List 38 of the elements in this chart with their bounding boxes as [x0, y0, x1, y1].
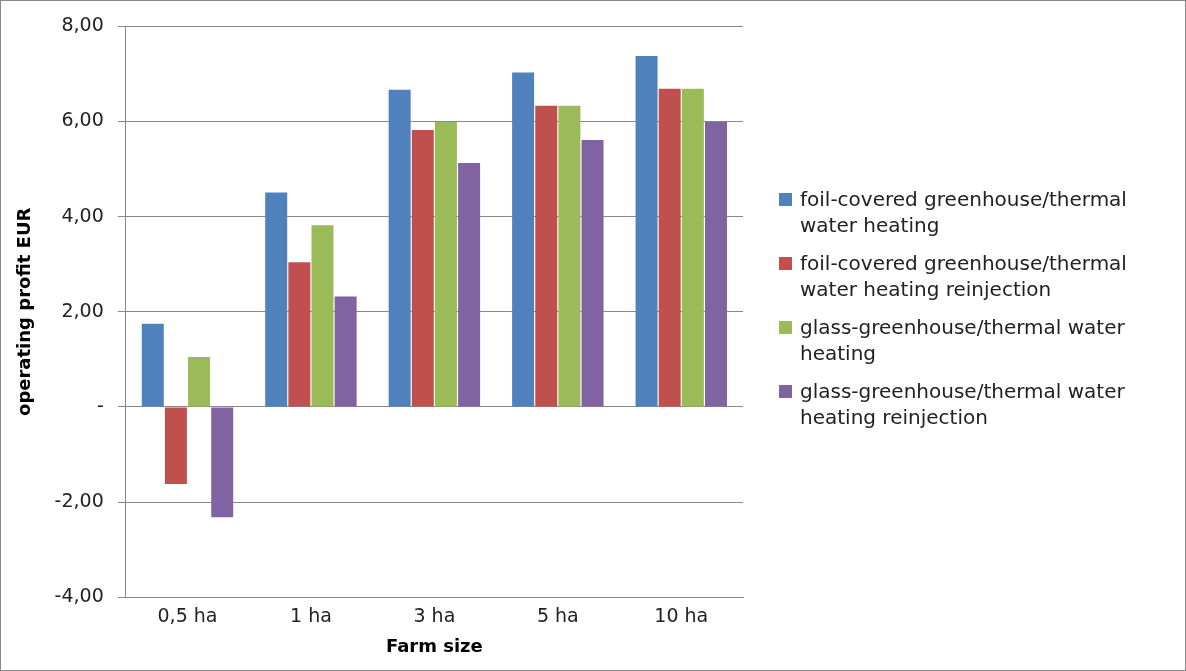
bar: [705, 122, 727, 407]
legend-label: foil-covered greenhouse/thermal water heating reinjection: [800, 250, 1128, 302]
bar: [265, 192, 288, 407]
bar: [288, 262, 311, 407]
y-tick-label: -: [96, 393, 104, 416]
x-tick-label: 10 ha: [654, 603, 709, 626]
bar: [141, 323, 164, 407]
bar: [635, 55, 658, 407]
bar: [581, 140, 604, 407]
bar: [681, 88, 704, 407]
bar: [434, 122, 457, 407]
bar: [164, 407, 187, 484]
bar: [558, 105, 581, 407]
x-tick-label: 0,5 ha: [157, 603, 218, 626]
bar: [658, 88, 681, 407]
y-tick-label: 4,00: [61, 203, 104, 226]
bar: [311, 225, 334, 407]
y-tick-label: 2,00: [61, 298, 104, 321]
x-tick-label: 5 ha: [536, 603, 579, 626]
bar: [188, 356, 211, 407]
y-tick-label: -2,00: [54, 489, 104, 511]
y-axis-title: operating profit EUR: [13, 207, 35, 416]
bar: [411, 130, 434, 407]
y-tick-label: -4,00: [54, 584, 104, 607]
bar: [334, 296, 357, 407]
x-tick-label: 3 ha: [413, 603, 456, 626]
x-axis-title: Farm size: [384, 635, 484, 657]
legend-label: foil-covered greenhouse/thermal water heating: [800, 186, 1128, 238]
bar: [388, 89, 411, 407]
bar: [512, 72, 535, 407]
legend-label: glass-greenhouse/thermal water heating: [800, 314, 1126, 366]
x-tick-label: 1 ha: [290, 603, 332, 626]
legend-label: glass-greenhouse/thermal water heating reinjection: [800, 378, 1126, 430]
bar: [211, 407, 234, 518]
y-tick-label: 6,00: [61, 108, 104, 131]
y-tick-label: 8,00: [61, 13, 104, 36]
bar: [458, 162, 481, 407]
bar: [535, 105, 558, 407]
